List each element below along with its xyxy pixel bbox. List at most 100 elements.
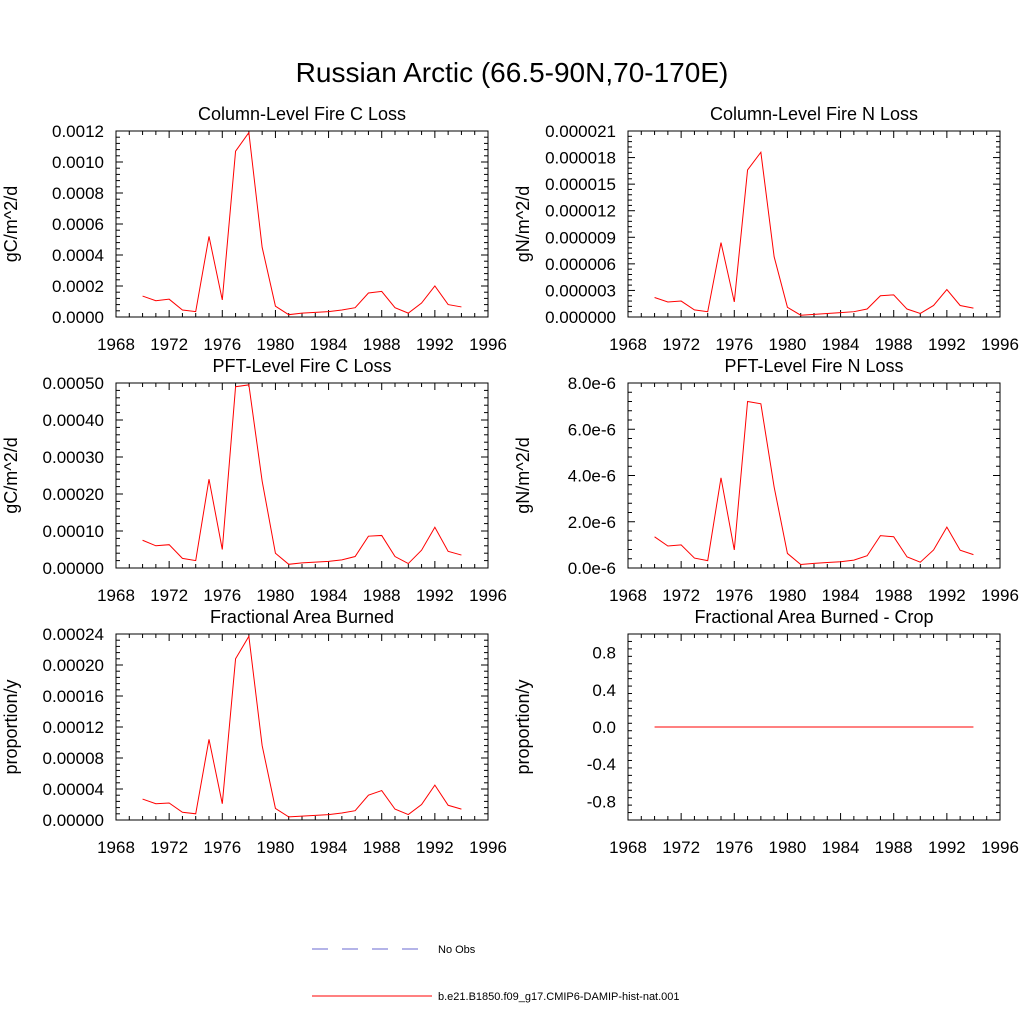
x-tick-label: 1968: [97, 335, 135, 354]
y-axis-label: gC/m^2/d: [1, 437, 21, 513]
x-tick-label: 1972: [662, 838, 700, 857]
x-tick-label: 1968: [609, 838, 647, 857]
x-tick-label: 1992: [416, 838, 454, 857]
y-tick-label: 0.00024: [43, 625, 104, 644]
plot-frame: [627, 130, 1001, 318]
x-tick-label: 1968: [97, 838, 135, 857]
panel-title: Fractional Area Burned: [210, 607, 394, 627]
y-tick-label: 0.00040: [43, 411, 104, 430]
x-tick-label: 1968: [97, 586, 135, 605]
y-tick-label: -0.4: [587, 755, 616, 774]
y-tick-label: 0.0002: [52, 277, 104, 296]
y-tick-label: 0.0006: [52, 215, 104, 234]
y-tick-label: 4.0e-6: [568, 467, 616, 486]
series-line-1: [654, 150, 974, 316]
y-tick-label: 0.00020: [43, 656, 104, 675]
y-axis-label: gN/m^2/d: [513, 437, 533, 513]
x-tick-label: 1984: [822, 586, 860, 605]
x-tick-label: 1992: [928, 838, 966, 857]
y-tick-label: 0.00050: [43, 374, 104, 393]
chart-panel-2: Column-Level Fire N Loss 1968 1972 1976 1980…: [513, 104, 1019, 354]
x-tick-label: 1980: [769, 838, 807, 857]
x-tick-label: 1976: [715, 586, 753, 605]
y-tick-label: 0.00008: [43, 749, 104, 768]
y-tick-label: 0.8: [592, 644, 616, 663]
x-tick-label: 1988: [875, 335, 913, 354]
x-tick-label: 1976: [203, 335, 241, 354]
series-line-1: [142, 384, 462, 565]
x-tick-label: 1996: [469, 838, 507, 857]
y-tick-label: 0.000012: [545, 202, 616, 221]
x-tick-label: 1992: [928, 335, 966, 354]
y-tick-label: -0.8: [587, 792, 616, 811]
panel-title: Column-Level Fire C Loss: [198, 104, 406, 124]
y-tick-label: 0.00010: [43, 522, 104, 541]
y-tick-label: 0.0: [592, 718, 616, 737]
chart-panel-1: Column-Level Fire C Loss 1968 1972 1976 1980…: [1, 104, 507, 354]
x-tick-label: 1972: [150, 335, 188, 354]
x-tick-label: 1980: [257, 586, 295, 605]
x-tick-label: 1996: [469, 586, 507, 605]
series-line-1: [654, 400, 974, 566]
x-tick-label: 1976: [203, 586, 241, 605]
y-tick-label: 0.4: [592, 681, 616, 700]
y-tick-label: 0.0004: [52, 246, 104, 265]
x-tick-label: 1976: [715, 838, 753, 857]
x-tick-label: 1984: [822, 838, 860, 857]
y-tick-label: 0.000003: [545, 281, 616, 300]
x-tick-label: 1992: [928, 586, 966, 605]
y-axis-label: proportion/y: [513, 679, 533, 774]
x-tick-label: 1996: [981, 586, 1019, 605]
x-tick-label: 1996: [981, 838, 1019, 857]
x-tick-label: 1980: [257, 838, 295, 857]
y-tick-label: 0.00000: [43, 559, 104, 578]
panels: Column-Level Fire C Loss 1968 1972 1976 1980…: [1, 104, 1019, 857]
plot-frame: [115, 633, 489, 821]
panel-title: PFT-Level Fire N Loss: [724, 356, 903, 376]
legend: No Obs b.e21.B1850.f09_g17.CMIP6-DAMIP-h…: [312, 944, 680, 1003]
y-tick-label: 0.0008: [52, 184, 104, 203]
x-tick-label: 1988: [363, 838, 401, 857]
x-tick-label: 1988: [363, 586, 401, 605]
panel-title: Fractional Area Burned - Crop: [694, 607, 933, 627]
x-tick-label: 1972: [150, 586, 188, 605]
x-tick-label: 1972: [150, 838, 188, 857]
y-tick-label: 2.0e-6: [568, 513, 616, 532]
x-tick-label: 1992: [416, 586, 454, 605]
y-tick-label: 0.00020: [43, 485, 104, 504]
y-tick-label: 8.0e-6: [568, 374, 616, 393]
y-axis-label: proportion/y: [1, 679, 21, 774]
y-tick-label: 0.00004: [43, 780, 104, 799]
x-tick-label: 1988: [875, 586, 913, 605]
chart-panel-4: PFT-Level Fire N Loss 1968 1972 1976 1980 198…: [513, 356, 1019, 605]
x-tick-label: 1996: [981, 335, 1019, 354]
series-line-1: [142, 131, 462, 316]
y-tick-label: 0.0e-6: [568, 559, 616, 578]
y-axis-label: gN/m^2/d: [513, 186, 533, 262]
y-tick-label: 0.00012: [43, 718, 104, 737]
series-line-1: [142, 634, 462, 818]
x-tick-label: 1980: [257, 335, 295, 354]
y-tick-label: 0.0000: [52, 308, 104, 327]
x-tick-label: 1984: [310, 335, 348, 354]
chart-panel-6: Fractional Area Burned - Crop 1968 1972 197…: [513, 607, 1019, 857]
y-tick-label: 0.000018: [545, 149, 616, 168]
y-tick-label: 0.000000: [545, 308, 616, 327]
x-tick-label: 1984: [310, 838, 348, 857]
y-tick-label: 0.00000: [43, 811, 104, 830]
x-tick-label: 1980: [769, 586, 807, 605]
x-tick-label: 1972: [662, 586, 700, 605]
legend-label-model-run: b.e21.B1850.f09_g17.CMIP6-DAMIP-hist-nat…: [438, 991, 680, 1003]
x-tick-label: 1976: [715, 335, 753, 354]
y-tick-label: 0.000021: [545, 122, 616, 141]
x-tick-label: 1984: [822, 335, 860, 354]
panel-title: PFT-Level Fire C Loss: [212, 356, 391, 376]
plot-frame: [115, 382, 489, 569]
panel-title: Column-Level Fire N Loss: [710, 104, 918, 124]
y-tick-label: 0.000015: [545, 175, 616, 194]
x-tick-label: 1976: [203, 838, 241, 857]
figure-title: Russian Arctic (66.5-90N,70-170E): [296, 57, 729, 88]
legend-label-no-obs: No Obs: [438, 944, 476, 956]
y-tick-label: 0.000009: [545, 228, 616, 247]
